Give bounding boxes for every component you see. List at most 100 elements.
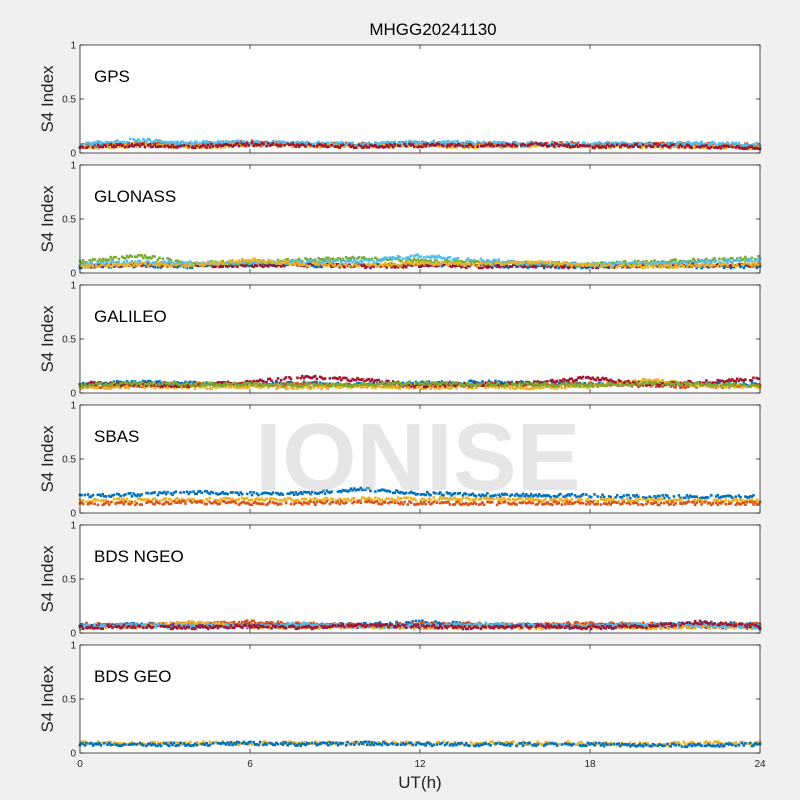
data-point (281, 382, 285, 386)
data-point (195, 144, 199, 148)
data-point (469, 143, 473, 147)
data-point (164, 262, 168, 266)
data-point (135, 384, 139, 388)
data-point (429, 263, 432, 267)
data-point (367, 142, 371, 146)
data-point (120, 144, 124, 147)
data-point (576, 145, 580, 149)
data-point (575, 263, 578, 266)
data-point (414, 263, 418, 266)
data-point (544, 263, 548, 267)
data-point (88, 383, 91, 387)
data-point (705, 146, 708, 149)
data-point (362, 385, 366, 388)
data-point (275, 387, 278, 390)
data-point (700, 263, 703, 266)
data-point (661, 146, 664, 150)
data-point (551, 381, 554, 385)
data-point (742, 262, 746, 266)
data-point (638, 384, 642, 387)
data-series (80, 137, 762, 147)
data-point (632, 379, 635, 383)
data-point (706, 266, 710, 269)
data-point (211, 145, 215, 148)
data-point (586, 375, 590, 379)
data-point (153, 261, 156, 265)
data-point (512, 145, 515, 149)
data-point (258, 378, 262, 382)
data-point (404, 145, 408, 148)
data-point (200, 144, 203, 148)
data-point (258, 386, 262, 389)
data-point (512, 261, 515, 264)
data-point (508, 387, 512, 390)
data-point (499, 261, 502, 265)
data-point (176, 261, 179, 265)
data-point (340, 378, 343, 382)
data-point (745, 142, 749, 145)
data-point (249, 380, 252, 383)
data-point (375, 257, 379, 261)
data-point (426, 264, 429, 268)
data-point (739, 146, 742, 150)
data-point (581, 385, 585, 389)
data-point (406, 263, 410, 267)
data-point (632, 142, 635, 146)
data-point (119, 145, 122, 148)
data-point (88, 259, 91, 262)
data-point (176, 381, 179, 384)
data-point (111, 145, 114, 149)
y-axis-label: S4 Index (38, 185, 57, 253)
data-point (546, 145, 549, 148)
data-point (718, 144, 721, 147)
data-point (677, 145, 681, 149)
data-point (98, 386, 101, 389)
data-point (554, 266, 557, 269)
data-point (232, 264, 236, 268)
data-point (395, 257, 398, 260)
data-point (615, 142, 619, 145)
data-point (555, 264, 559, 267)
data-point (406, 256, 410, 259)
data-point (435, 256, 439, 259)
data-point (81, 146, 85, 149)
data-point (747, 259, 750, 263)
data-point (291, 387, 294, 390)
data-point (133, 139, 137, 143)
data-point (562, 144, 565, 147)
data-point (111, 381, 114, 384)
data-point (572, 143, 575, 147)
data-point (343, 265, 346, 269)
data-point (351, 255, 354, 259)
data-point (632, 381, 635, 384)
data-point (463, 142, 466, 146)
data-point (107, 387, 111, 390)
data-point (127, 383, 130, 387)
data-point (688, 142, 692, 146)
data-point (643, 144, 647, 147)
data-point (96, 259, 100, 263)
data-point (635, 261, 638, 265)
data-point (708, 145, 711, 148)
data-point (93, 384, 96, 388)
data-point (585, 376, 588, 379)
data-point (690, 262, 694, 266)
data-point (740, 386, 744, 389)
data-point (719, 383, 723, 386)
data-point (408, 139, 411, 143)
data-point (440, 264, 444, 268)
data-point (120, 263, 124, 266)
data-point (387, 379, 390, 383)
data-point (471, 143, 474, 147)
data-point (526, 141, 530, 144)
data-point (135, 383, 139, 386)
data-point (388, 264, 392, 267)
data-point (93, 386, 96, 389)
data-point (117, 141, 121, 145)
data-point (495, 141, 499, 144)
data-point (168, 382, 171, 386)
data-point (482, 263, 486, 267)
data-point (236, 265, 239, 268)
data-point (286, 262, 289, 265)
data-point (234, 386, 238, 389)
